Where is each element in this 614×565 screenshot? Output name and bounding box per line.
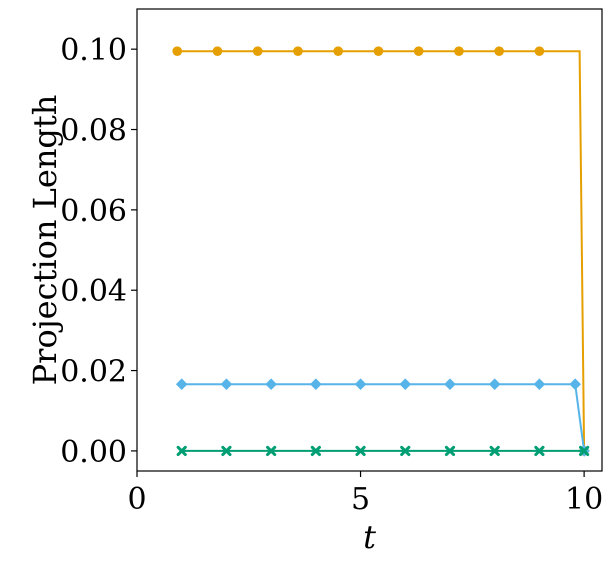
plot-frame <box>136 8 603 472</box>
series-1-point <box>252 46 263 56</box>
series-3-point <box>176 445 187 457</box>
series-3-point <box>489 445 500 457</box>
series-2-point <box>488 378 501 391</box>
series-1-point <box>413 46 424 56</box>
series-1-point <box>494 46 504 56</box>
series-2-point <box>220 378 233 391</box>
series-3-point <box>534 445 545 457</box>
x-tick-label: 0 <box>127 482 146 517</box>
series-2-point <box>265 378 277 391</box>
series-3-point <box>221 445 232 457</box>
y-tick-label: 0.06 <box>60 194 127 229</box>
x-axis-label: t <box>363 518 376 556</box>
x-tick-label: 5 <box>351 482 370 517</box>
series-3-point <box>310 445 321 457</box>
series-1-line <box>177 50 586 451</box>
series-layer <box>172 46 590 457</box>
series-2-point <box>569 378 581 391</box>
series-1-point <box>212 46 223 56</box>
series-1-point <box>293 46 303 56</box>
series-3-point <box>355 445 366 457</box>
series-1-point <box>454 46 464 56</box>
series-3 <box>176 445 590 457</box>
x-tick-label: 10 <box>565 482 603 517</box>
series-3-point <box>266 445 277 457</box>
series-2-point <box>533 378 546 391</box>
series-2-point <box>354 378 367 391</box>
series-1-point <box>373 46 384 56</box>
series-3-point <box>444 445 456 457</box>
series-1-point <box>534 46 545 56</box>
series-2-point <box>399 378 412 391</box>
y-axis-label: Projection Length <box>26 95 64 386</box>
series-2-point <box>310 378 322 391</box>
series-1 <box>172 46 589 456</box>
y-tick-label: 0.08 <box>60 114 127 149</box>
y-tick-label: 0.00 <box>60 435 127 470</box>
y-tick-label: 0.02 <box>60 355 127 390</box>
series-1-point <box>333 46 344 56</box>
series-2-point <box>444 378 456 391</box>
ticks-layer: 0 5 10 0.00 0.02 0.04 0.06 0.08 0.10 <box>60 33 603 517</box>
series-3-point <box>579 445 590 457</box>
series-2-point <box>175 378 188 391</box>
plot-background <box>137 9 602 471</box>
series-1-point <box>172 46 183 56</box>
series-3-point <box>400 445 411 457</box>
y-tick-label: 0.04 <box>60 274 127 309</box>
y-tick-label: 0.10 <box>60 33 127 68</box>
